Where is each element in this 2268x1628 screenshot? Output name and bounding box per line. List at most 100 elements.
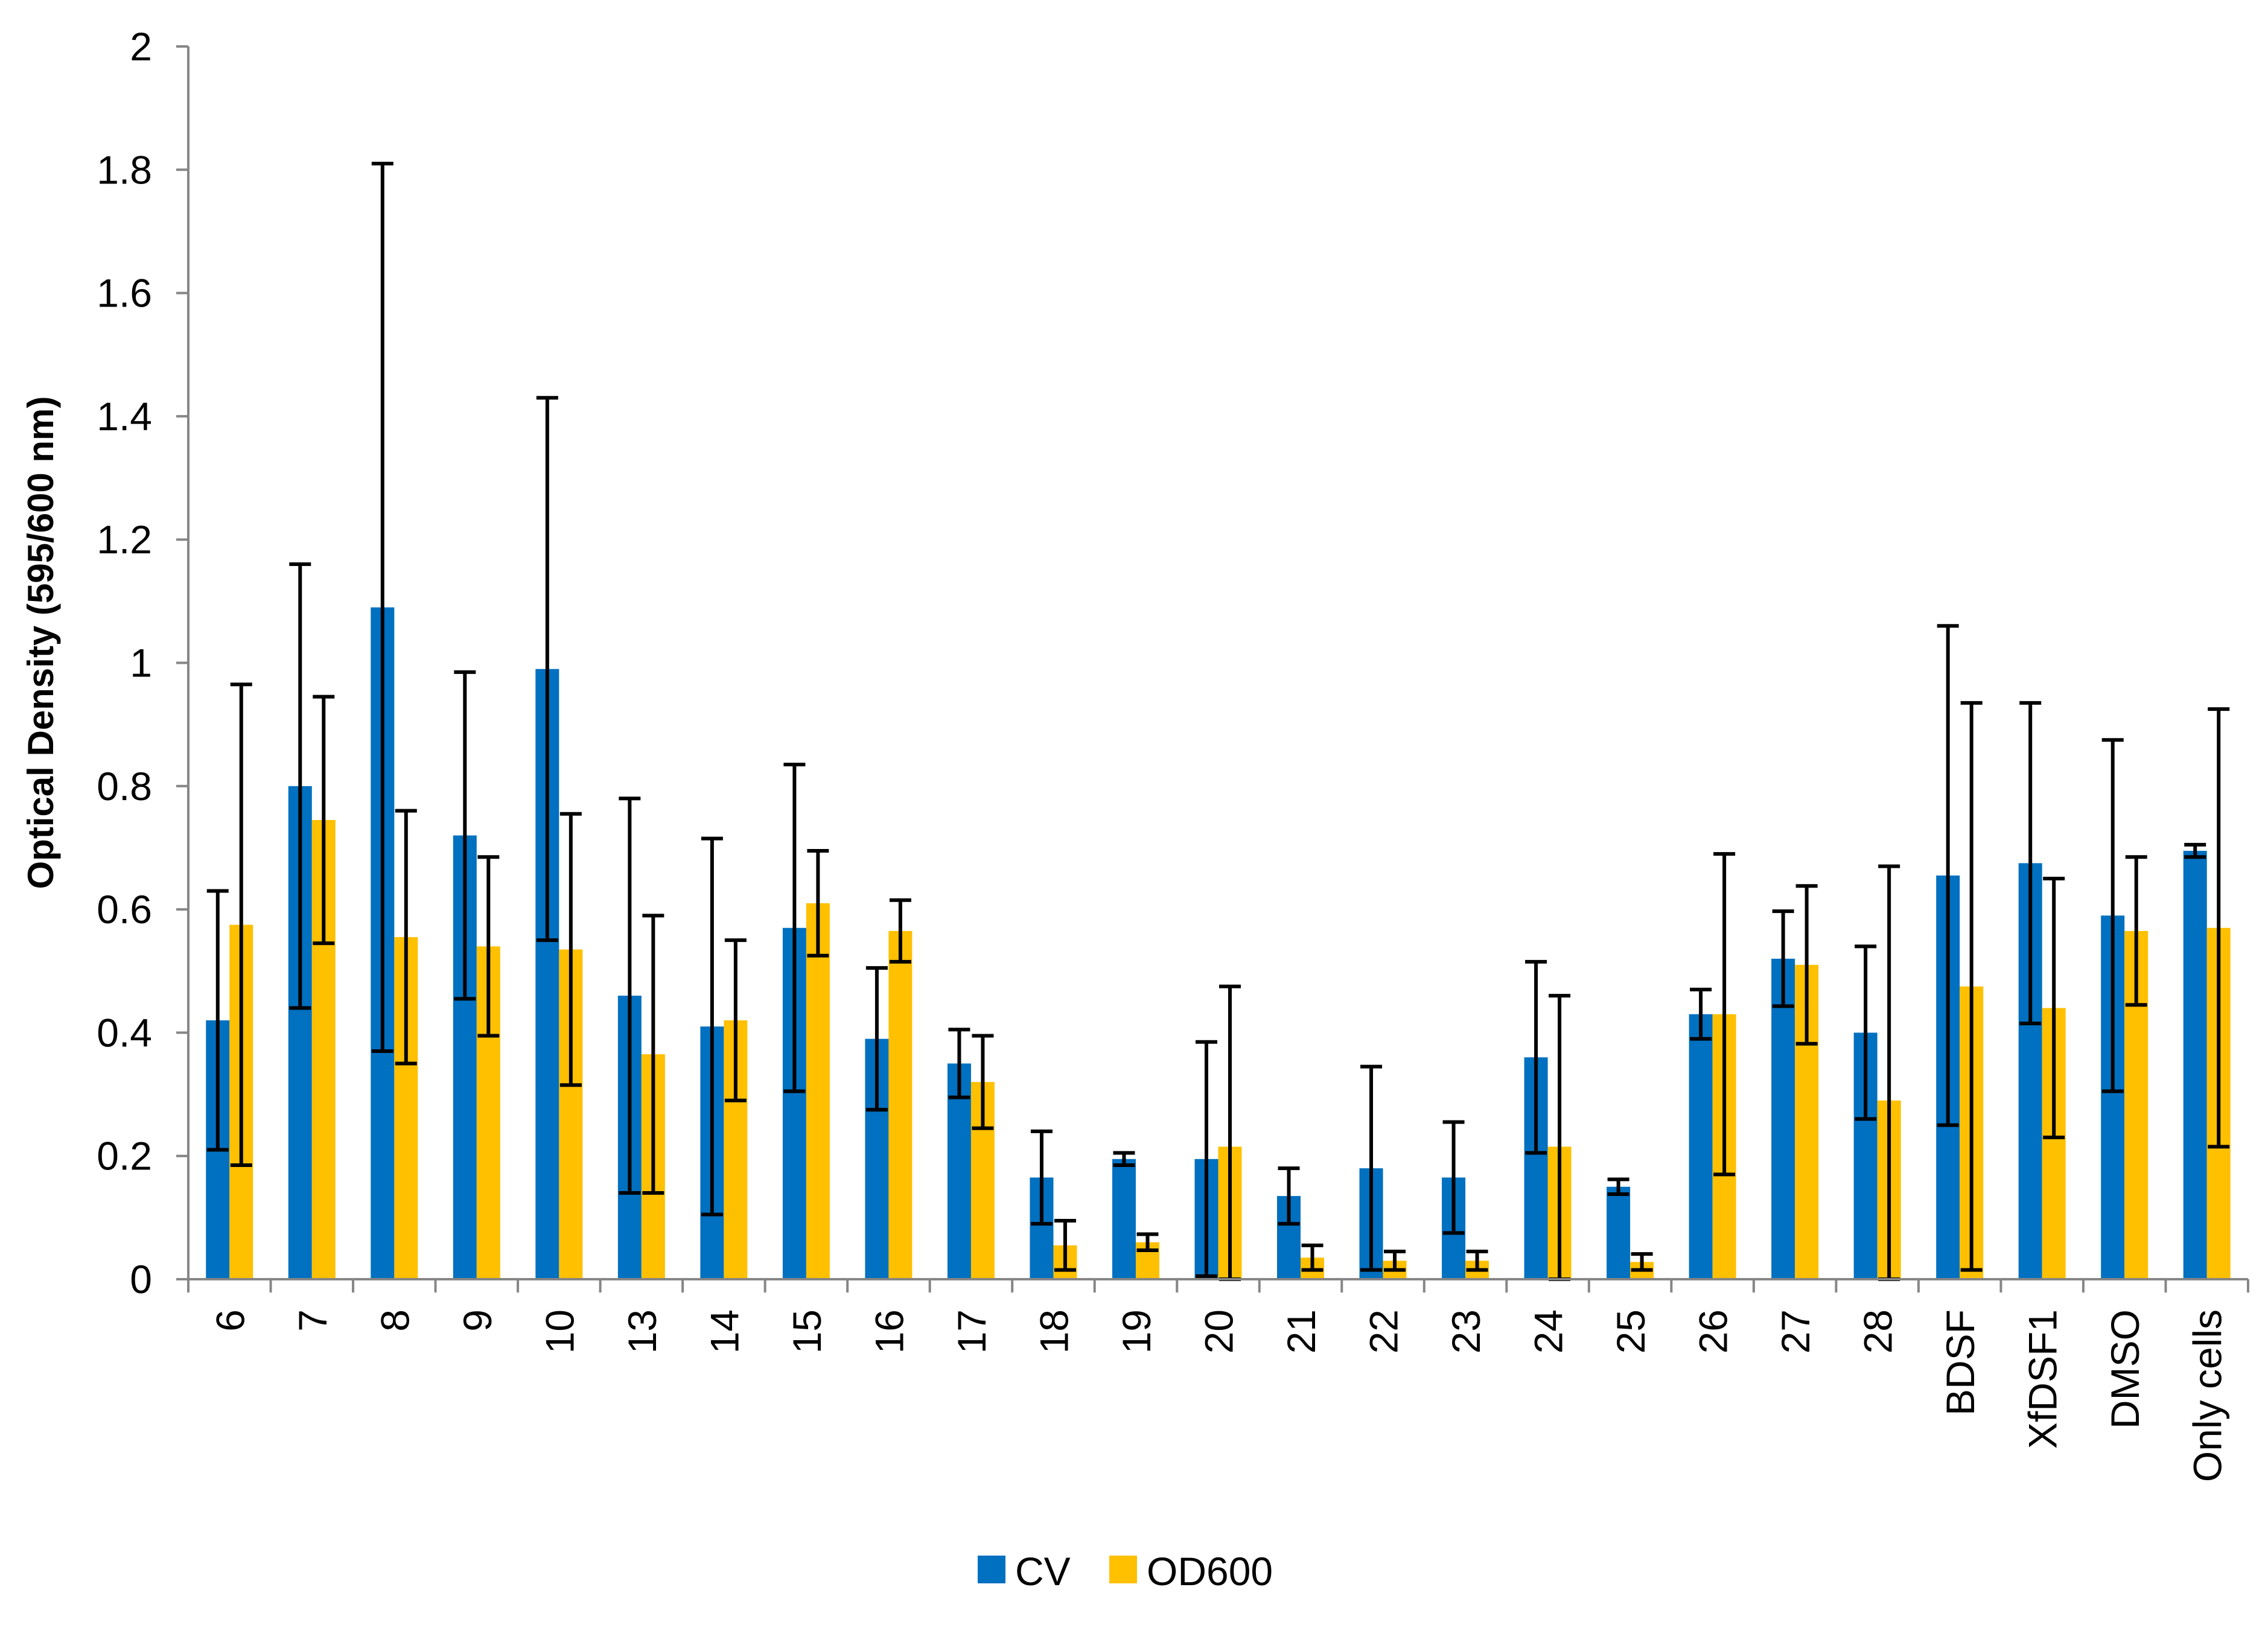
error-bar-od600: [807, 849, 829, 958]
error-bars: [206, 162, 2230, 1281]
error-bar-cv: [454, 670, 476, 1001]
error-bar-cv: [2101, 738, 2124, 1093]
error-bar-od600: [559, 812, 582, 1087]
x-category-label: 14: [702, 1309, 747, 1353]
x-category-label: XfDSF1: [2021, 1309, 2065, 1449]
error-bar-cv: [1113, 1151, 1135, 1168]
error-bar-od600: [642, 914, 664, 1195]
error-bar-cv: [1360, 1064, 1383, 1272]
x-category-label: 8: [372, 1309, 417, 1332]
x-category-label: 24: [1526, 1309, 1571, 1353]
x-category-label: 6: [208, 1309, 252, 1332]
bar-cv: [1771, 958, 1795, 1279]
x-category-label: 18: [1031, 1309, 1076, 1353]
error-bar-od600: [395, 809, 417, 1066]
error-bar-cv: [289, 562, 311, 1010]
bar-cv: [1112, 1159, 1136, 1279]
legend: CV OD600: [978, 1549, 1273, 1594]
x-category-label: 7: [290, 1309, 335, 1332]
x-category-label: 27: [1773, 1309, 1818, 1353]
y-tick-label: 0.2: [97, 1134, 152, 1178]
x-category-label: BDSF: [1938, 1309, 1983, 1416]
error-bar-od600: [1713, 852, 1736, 1177]
y-tick-label: 1.8: [97, 147, 152, 192]
error-bar-cv: [1690, 987, 1712, 1041]
x-category-label: 23: [1444, 1309, 1488, 1353]
error-bar-od600: [1795, 884, 1818, 1046]
y-tick-label: 1.4: [97, 394, 152, 439]
error-bar-cv: [1442, 1120, 1465, 1235]
error-bar-od600: [477, 855, 500, 1038]
error-bar-od600: [1136, 1232, 1159, 1252]
x-category-label: 28: [1856, 1309, 1900, 1353]
error-bar-cv: [1855, 944, 1877, 1121]
error-bar-od600: [972, 1034, 994, 1130]
x-category-label: 9: [455, 1309, 500, 1332]
error-bar-od600: [1301, 1243, 1324, 1272]
x-category-label: 10: [537, 1309, 582, 1353]
error-bar-cv: [206, 889, 229, 1152]
legend-swatch-cv: [978, 1556, 1005, 1583]
y-tick-label: 1.6: [97, 271, 152, 316]
bar-cv: [947, 1063, 971, 1279]
error-bar-cv: [783, 763, 806, 1093]
x-category-label: 25: [1608, 1309, 1653, 1353]
error-bar-od600: [313, 695, 335, 946]
y-tick-label: 1.2: [97, 517, 152, 562]
y-tick-label: 0: [130, 1257, 152, 1302]
x-category-label: 22: [1362, 1309, 1406, 1353]
bar-od600: [888, 930, 913, 1279]
error-bar-od600: [2208, 707, 2230, 1149]
error-bar-cv: [1607, 1177, 1629, 1197]
error-bar-od600: [1631, 1252, 1653, 1272]
error-bar-cv: [1525, 959, 1547, 1155]
error-bar-od600: [2125, 855, 2147, 1007]
error-bar-cv: [701, 836, 723, 1216]
bars: [206, 607, 2231, 1280]
y-tick-label: 0.6: [97, 887, 152, 932]
error-bar-cv: [619, 797, 641, 1195]
y-axis: 0 0.2 0.4 0.6 0.8 1 1.2 1.4 1.6 1.8 2: [97, 24, 190, 1302]
error-bar-cv: [865, 966, 888, 1112]
error-bar-cv: [1030, 1129, 1053, 1226]
error-bar-cv: [2184, 842, 2206, 859]
error-bar-cv: [536, 396, 558, 943]
y-axis-title: Optical Density (595/600 nm): [21, 396, 61, 889]
error-bar-od600: [1384, 1250, 1406, 1272]
bar-cv: [2183, 851, 2207, 1279]
x-category-label: 26: [1691, 1309, 1736, 1353]
bar-cv: [1607, 1186, 1631, 1279]
legend-label-cv: CV: [1015, 1549, 1071, 1594]
error-bar-cv: [1772, 909, 1794, 1008]
x-axis: 6 7 8 9 10 13 14 15 16 17 18 19 20 21 22 23 24 25 26 27 28 BD…: [187, 1278, 2249, 1482]
x-category-label: Only cells: [2185, 1309, 2230, 1482]
x-category-label: 15: [785, 1309, 829, 1353]
error-bar-cv: [1278, 1166, 1300, 1226]
legend-swatch-od600: [1109, 1556, 1137, 1583]
y-tick-label: 1: [130, 641, 152, 685]
legend-label-od600: OD600: [1147, 1549, 1273, 1594]
y-tick-label: 0.8: [97, 764, 152, 809]
y-tick-label: 2: [130, 24, 152, 69]
x-category-label: 13: [620, 1309, 664, 1353]
error-bar-cv: [1196, 1040, 1217, 1278]
error-bar-cv: [948, 1028, 970, 1099]
x-category-label: 16: [867, 1309, 911, 1353]
x-category-label: 19: [1114, 1309, 1159, 1353]
error-bar-od600: [724, 938, 747, 1102]
error-bar-cv: [2019, 701, 2042, 1026]
x-category-label: 17: [949, 1309, 994, 1353]
y-tick-label: 0.4: [97, 1010, 152, 1055]
error-bar-od600: [889, 898, 911, 964]
bar-od600: [806, 903, 830, 1279]
error-bar-od600: [1054, 1218, 1076, 1272]
x-category-label: DMSO: [2103, 1309, 2147, 1429]
error-bar-od600: [230, 682, 252, 1168]
error-bar-cv: [371, 162, 393, 1054]
x-category-label: 21: [1279, 1309, 1324, 1353]
error-bar-od600: [2043, 877, 2065, 1140]
x-category-label: 20: [1197, 1309, 1241, 1353]
error-bar-od600: [1466, 1250, 1488, 1272]
